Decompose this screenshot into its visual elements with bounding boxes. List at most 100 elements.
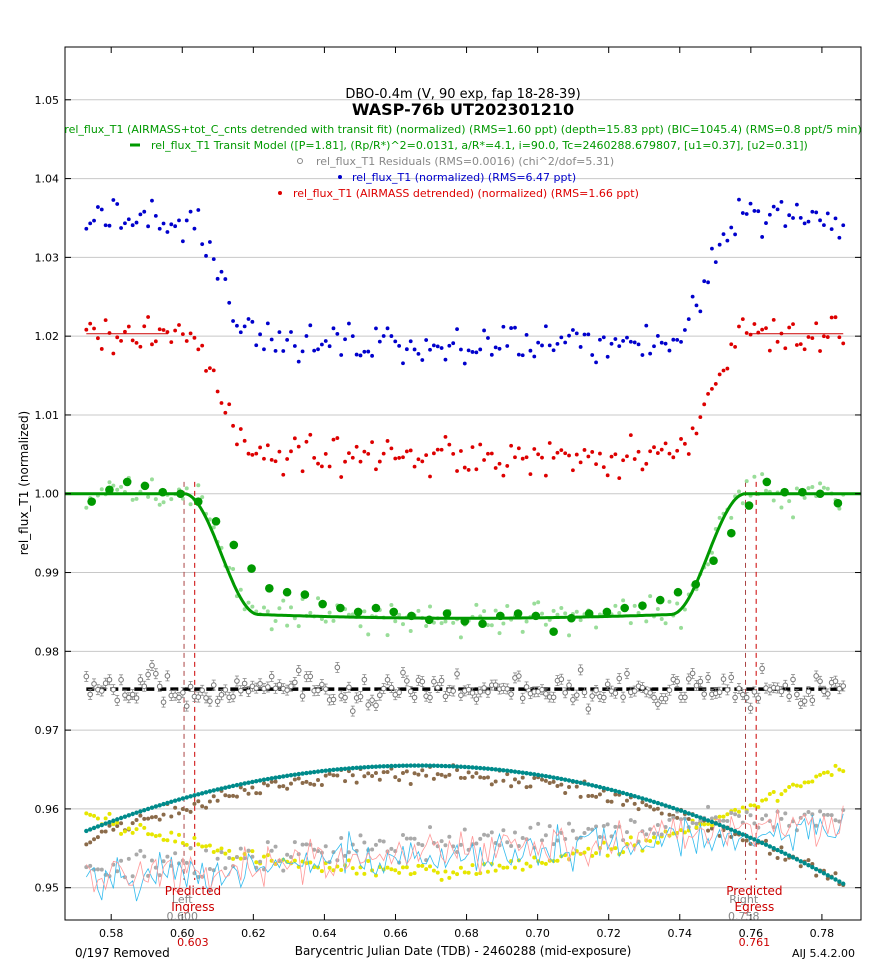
brown-point [547,781,552,786]
transit-annotation: Predicted [165,884,221,898]
blue-point [621,339,626,343]
residual-point [570,696,576,703]
teal-point [246,780,251,785]
brown-point [605,799,610,804]
yellow-point [327,865,332,870]
yellow-point [748,803,753,808]
yellow-point [285,859,290,864]
blue-point [339,353,344,357]
gray-point [821,813,826,818]
brown-point [509,784,514,789]
yellow-point [400,865,405,870]
green-light-point [655,606,660,611]
residual-point [674,678,680,685]
binned-point [531,611,541,621]
teal-point [740,832,746,837]
brown-point [254,791,259,796]
red-point [740,317,745,322]
brown-point [308,781,313,786]
red-point [605,473,610,478]
gray-point [540,838,545,843]
green-light-point [428,604,433,609]
residual-point [434,684,441,691]
gray-point [736,813,741,818]
residual-point [736,685,742,692]
blue-point [296,359,301,364]
blue-point [377,339,382,344]
teal-point [559,776,564,782]
blue-point [277,330,282,334]
green-light-point [489,623,494,628]
teal-point [821,871,827,876]
teal-point [574,779,579,785]
yellow-point [543,861,548,866]
gray-point [130,874,135,879]
teal-point [381,764,386,769]
blue-point [787,213,792,218]
blue-point [389,334,394,338]
binned-point [691,580,701,589]
brown-point [505,772,510,777]
brown-point [567,784,572,789]
red-point [559,448,564,452]
green-light-point [242,607,247,612]
brown-point [107,823,112,828]
green-light-point [520,629,525,634]
brown-point [180,806,185,811]
red-point [841,341,846,346]
blue-point [435,344,440,349]
brown-point [590,793,595,798]
brown-point [277,784,282,789]
green-light-point [574,609,579,614]
blue-point [300,349,305,354]
brown-point [532,776,537,781]
red-point [632,457,637,461]
gray-point [543,833,548,838]
residual-point [492,682,499,688]
blue-point [358,353,363,358]
blue-point [775,207,780,212]
residual-point [91,681,97,687]
residual-point [685,676,692,682]
green-light-point [188,502,193,507]
teal-point [833,877,838,882]
brown-point [377,777,382,782]
yellow-point [404,865,409,870]
red-point [652,445,656,450]
binned-point [87,497,96,506]
teal-point [261,777,267,782]
teal-point [211,788,216,793]
residual-point [778,688,785,695]
residual-point [118,677,124,683]
residual-point [137,676,144,683]
residual-point [824,691,831,697]
residual-point [183,703,190,709]
residual-point [141,683,148,690]
residual-point [620,694,626,700]
green-light-point [316,596,321,601]
y-tick-label: 1.02 [35,330,60,343]
brown-point [115,823,120,828]
blue-point [308,323,313,328]
yellow-point [254,860,259,865]
brown-point [485,775,490,780]
red-point [447,442,452,447]
red-point [505,464,510,468]
teal-point [377,764,383,769]
red-point [389,446,394,451]
binned-point [496,611,505,621]
blue-point [397,343,402,348]
yellow-point [115,820,120,825]
y-tick-label: 0.97 [35,724,60,737]
green-light-point [621,598,626,603]
teal-point [813,866,819,872]
residual-point [268,673,275,680]
yellow-point [373,873,378,878]
binned-point [247,564,256,573]
blue-point [702,279,707,284]
brown-point [304,779,309,784]
yellow-point [501,865,506,870]
residual-point [361,676,368,683]
blue-point [150,198,154,203]
brown-point [659,811,664,816]
